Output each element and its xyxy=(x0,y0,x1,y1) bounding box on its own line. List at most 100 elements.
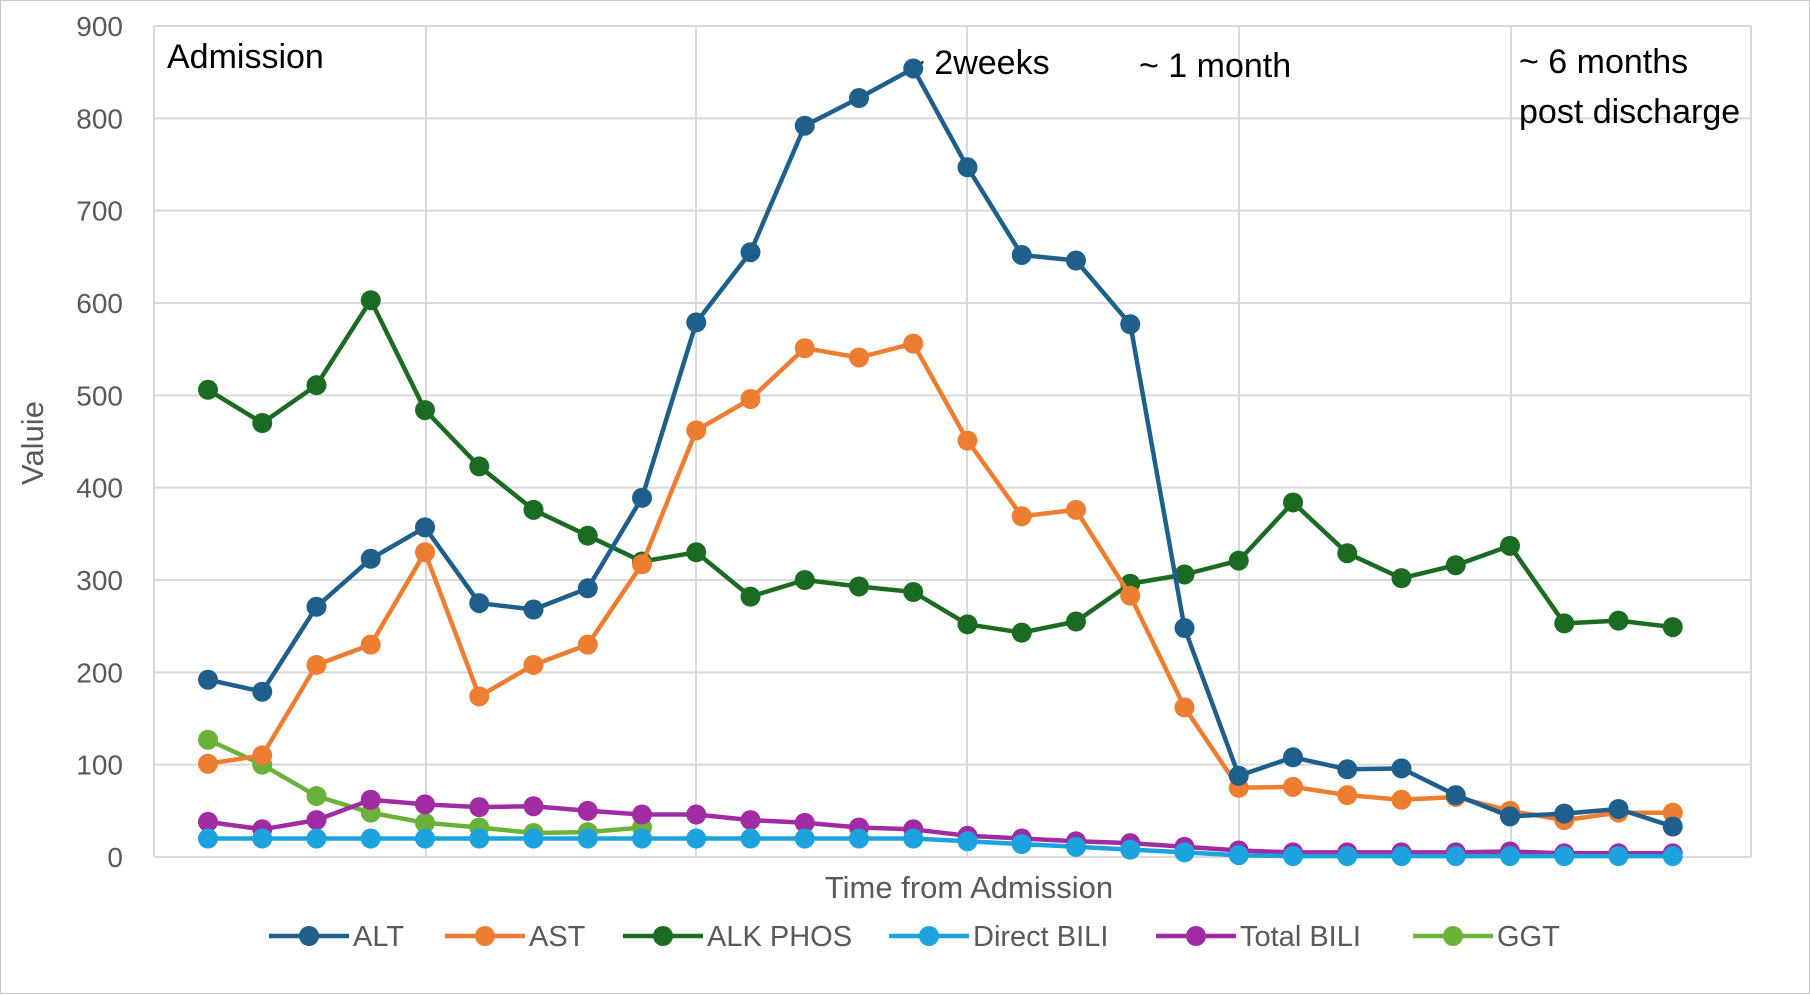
data-point-alt xyxy=(415,517,435,538)
legend-label: Total BILI xyxy=(1240,921,1361,953)
data-point-ggt xyxy=(306,786,327,807)
data-point-ast xyxy=(740,389,761,410)
series-group xyxy=(198,58,1683,867)
data-point-alt xyxy=(903,58,924,79)
data-point-alt xyxy=(1011,244,1032,265)
data-point-direct-bili xyxy=(415,828,435,849)
data-point-direct-bili xyxy=(360,828,381,849)
annotation-line: post discharge xyxy=(1519,93,1740,131)
grid-lines xyxy=(153,25,1752,858)
data-point-ast xyxy=(1174,697,1195,718)
y-tick-label: 500 xyxy=(76,380,123,411)
data-point-alk-phos xyxy=(1283,492,1303,513)
series-line-total-bili xyxy=(207,797,1673,856)
data-point-direct-bili xyxy=(849,828,869,849)
data-point-alk-phos xyxy=(686,542,707,563)
annotations: Admission ~ 2weeks ~ 1 month ~ 6 months post… xyxy=(167,38,1740,131)
legend-item-direct-bili: Direct BILI xyxy=(889,921,1108,953)
data-point-alk-phos xyxy=(523,499,544,520)
annotation-line: ~ 1 month xyxy=(1139,47,1291,85)
data-point-alk-phos xyxy=(1011,622,1032,643)
y-tick-labels: 0 100 200 300 400 500 600 700 800 900 xyxy=(76,11,123,873)
data-point-alt xyxy=(198,669,218,690)
data-point-total-bili xyxy=(577,800,598,821)
data-point-alk-phos xyxy=(1554,613,1575,634)
data-point-direct-bili xyxy=(1011,834,1032,855)
data-point-alk-phos xyxy=(198,379,218,400)
data-point-alk-phos xyxy=(1662,617,1683,638)
legend-label: ALK PHOS xyxy=(707,921,852,953)
legend-item-alt: ALT xyxy=(269,921,404,953)
legend-swatch-marker xyxy=(653,926,673,946)
data-point-alt xyxy=(306,596,327,617)
data-point-ast xyxy=(523,654,544,675)
data-point-alk-phos xyxy=(1337,543,1358,564)
data-point-direct-bili xyxy=(1391,846,1412,867)
annotation-label: ~ 2weeks xyxy=(905,44,1050,82)
data-point-total-bili xyxy=(360,789,381,810)
annotation-label: Admission xyxy=(167,38,324,76)
data-point-alk-phos xyxy=(794,570,815,590)
data-point-direct-bili xyxy=(1283,846,1303,867)
legend-label: ALT xyxy=(353,921,404,953)
data-point-alk-phos xyxy=(360,290,381,311)
data-point-direct-bili xyxy=(1066,836,1086,857)
data-point-total-bili xyxy=(415,794,435,815)
data-point-ast xyxy=(1011,506,1032,527)
data-point-alk-phos xyxy=(469,456,490,477)
legend-swatch-marker xyxy=(1186,926,1206,946)
legend-item-alk-phos: ALK PHOS xyxy=(623,921,852,953)
data-point-direct-bili xyxy=(1608,846,1629,867)
data-point-alk-phos xyxy=(1228,550,1249,571)
legend-swatch-marker xyxy=(299,926,319,946)
data-point-ast xyxy=(360,634,381,655)
legend-item-total-bili: Total BILI xyxy=(1156,921,1361,953)
data-point-ast xyxy=(1337,785,1358,806)
data-point-direct-bili xyxy=(1445,846,1466,867)
annotation-line: ~ 2weeks xyxy=(905,44,1050,82)
data-point-alk-phos xyxy=(1391,568,1412,589)
data-point-alk-phos xyxy=(1500,535,1520,556)
annotation-label: ~ 1 month xyxy=(1139,47,1291,85)
series-ggt xyxy=(198,729,652,843)
data-point-alt xyxy=(632,487,652,508)
data-point-ast xyxy=(198,753,218,774)
data-point-alk-phos xyxy=(957,614,978,635)
data-point-direct-bili xyxy=(577,828,598,849)
data-point-ast xyxy=(1120,585,1141,606)
data-point-alt xyxy=(1554,803,1575,824)
data-point-alt xyxy=(1283,747,1303,768)
data-point-direct-bili xyxy=(686,828,707,849)
series-line-direct-bili xyxy=(208,836,1673,859)
data-point-alt xyxy=(1228,765,1249,786)
y-axis-title: Valuie xyxy=(15,401,50,485)
data-point-total-bili xyxy=(469,797,490,818)
data-point-alt xyxy=(1120,314,1141,335)
data-point-total-bili xyxy=(198,811,218,832)
data-point-direct-bili xyxy=(469,828,490,849)
data-point-alk-phos xyxy=(415,400,435,421)
legend-label: AST xyxy=(529,921,586,953)
y-tick-label: 700 xyxy=(76,196,123,227)
data-point-ggt xyxy=(198,729,218,750)
data-point-total-bili xyxy=(306,810,327,831)
data-point-alt xyxy=(794,115,815,136)
legend-swatch-marker xyxy=(1443,926,1463,946)
data-point-ast xyxy=(1066,499,1086,520)
series-line-alk-phos xyxy=(206,297,1674,635)
legend-label: GGT xyxy=(1497,921,1560,953)
data-point-alt xyxy=(1445,785,1466,806)
data-point-ast xyxy=(632,554,652,575)
y-tick-label: 900 xyxy=(76,11,123,42)
data-point-alt xyxy=(957,157,978,178)
series-line-alt xyxy=(207,66,1674,829)
data-point-alt xyxy=(469,593,490,614)
data-point-alt xyxy=(1662,816,1683,837)
x-axis-title: Time from Admission xyxy=(825,870,1113,905)
data-point-direct-bili xyxy=(252,828,273,849)
data-point-direct-bili xyxy=(1554,846,1575,867)
data-point-alk-phos xyxy=(903,582,924,603)
data-point-alk-phos xyxy=(1174,564,1195,585)
data-point-alk-phos xyxy=(577,525,598,546)
